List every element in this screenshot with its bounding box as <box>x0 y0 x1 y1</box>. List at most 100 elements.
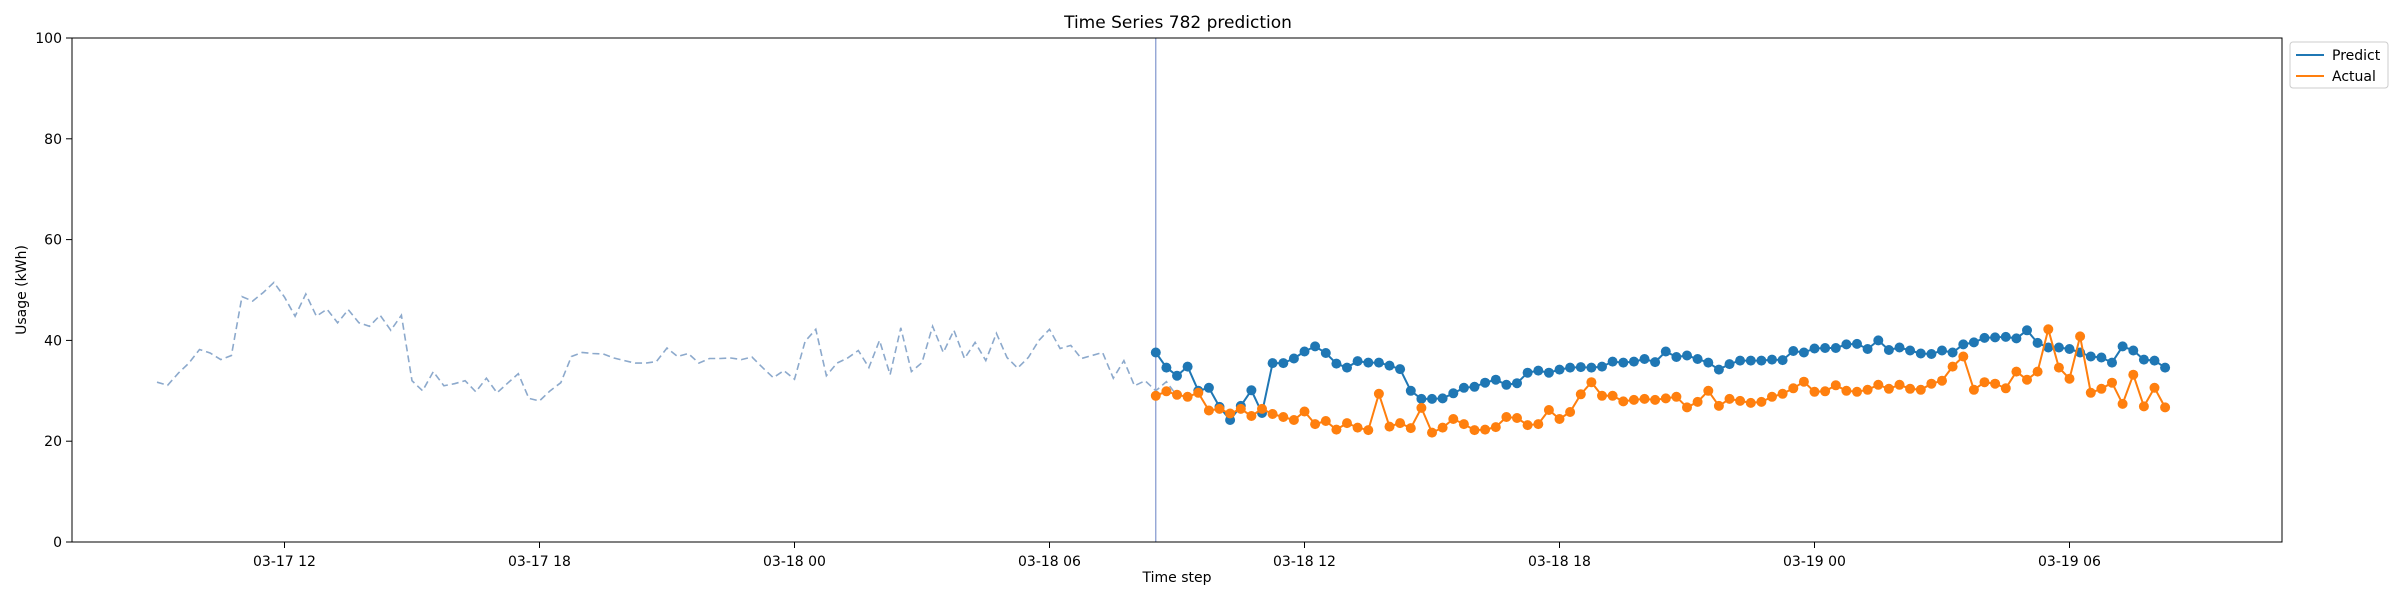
actual-point <box>1713 400 1724 411</box>
predict-point <box>1427 393 1437 404</box>
actual-point <box>1937 375 1947 386</box>
predict-point <box>1937 345 1947 356</box>
predict-point <box>1458 382 1469 393</box>
predict-point <box>1490 374 1501 385</box>
actual-point <box>1427 427 1437 438</box>
actual-point <box>1682 402 1692 413</box>
actual-point <box>1607 390 1618 401</box>
predict-point <box>1798 347 1809 358</box>
predict-point <box>1809 343 1820 354</box>
actual-point <box>2138 401 2149 412</box>
actual-point <box>1501 412 1512 422</box>
actual-point <box>1947 361 1958 372</box>
legend-predict-label: Predict <box>2332 48 2381 64</box>
actual-point <box>1395 418 1406 429</box>
predict-point <box>2149 355 2160 366</box>
predict-point <box>1395 364 1406 375</box>
actual-point <box>1342 418 1352 429</box>
actual-point <box>1288 415 1299 425</box>
series-layer <box>156 38 2171 542</box>
predict-point <box>1735 355 1746 366</box>
predict-point <box>1331 358 1342 369</box>
x-tick-label: 03-18 00 <box>763 554 826 570</box>
actual-point <box>1490 422 1501 433</box>
y-tick-label: 40 <box>44 333 62 349</box>
predict-point <box>1416 393 1427 404</box>
actual-point <box>1522 420 1533 431</box>
predict-point <box>1990 332 2001 343</box>
predict-point <box>2085 351 2096 362</box>
actual-point <box>1278 412 1289 422</box>
predict-point <box>2022 325 2032 336</box>
predict-point <box>2096 352 2107 363</box>
predict-point <box>2128 345 2139 356</box>
history-series-line <box>156 281 1178 402</box>
actual-point <box>1905 383 1916 394</box>
predict-point <box>1767 354 1777 365</box>
predict-point <box>2053 342 2064 353</box>
actual-point <box>2032 366 2043 377</box>
actual-point <box>1203 405 1214 416</box>
predict-point <box>1883 345 1894 355</box>
predict-point <box>1968 337 1979 348</box>
actual-point <box>1703 385 1714 396</box>
x-axis: 03-17 12 03-17 18 03-18 00 03-18 06 03-18 12… <box>253 542 2101 570</box>
predict-point <box>2117 341 2128 352</box>
y-tick-label: 60 <box>44 233 62 249</box>
y-tick-label: 80 <box>44 132 62 148</box>
x-tick-label: 03-18 12 <box>1273 554 1336 570</box>
predict-point <box>1172 370 1182 381</box>
predict-point <box>2000 331 2011 342</box>
predict-point <box>1246 385 1257 396</box>
predict-point <box>1979 332 1990 343</box>
predict-point <box>2064 344 2075 354</box>
y-axis: 0 20 40 60 80 100 <box>35 31 72 551</box>
predict-point <box>1671 352 1682 362</box>
actual-point <box>1660 393 1671 404</box>
predict-point <box>1862 344 1873 354</box>
predict-point <box>2011 333 2022 344</box>
predict-point <box>1299 346 1310 357</box>
actual-point <box>1841 385 1852 396</box>
actual-point <box>1331 424 1342 435</box>
predict-point <box>1926 349 1937 359</box>
actual-point <box>1533 419 1544 430</box>
actual-point <box>1597 390 1607 401</box>
actual-point <box>2011 366 2022 377</box>
actual-point <box>1586 377 1597 388</box>
actual-point <box>1257 403 1267 414</box>
actual-point <box>2000 383 2011 394</box>
actual-point <box>1628 394 1639 405</box>
predict-point <box>1182 361 1193 372</box>
actual-point <box>2022 374 2032 385</box>
actual-point <box>1968 384 1979 395</box>
predict-point <box>1724 359 1735 370</box>
predict-point <box>2043 342 2054 353</box>
actual-point <box>1214 403 1225 414</box>
actual-point <box>2107 377 2117 388</box>
actual-point <box>1958 351 1969 362</box>
actual-point <box>1565 407 1576 417</box>
actual-point <box>1512 413 1522 423</box>
predict-point <box>1405 385 1416 396</box>
predict-point <box>1575 362 1586 373</box>
actual-point <box>2053 362 2064 373</box>
actual-point <box>1756 396 1767 407</box>
actual-point <box>1618 396 1629 407</box>
actual-point <box>1639 393 1650 404</box>
actual-point <box>1777 388 1788 399</box>
predict-point <box>1841 339 1852 350</box>
actual-point <box>1650 394 1661 405</box>
legend-actual-label: Actual <box>2332 69 2376 85</box>
actual-point <box>2096 383 2107 394</box>
actual-point <box>1182 391 1193 402</box>
predict-point <box>1288 353 1299 364</box>
predict-point <box>1830 343 1841 353</box>
predict-point <box>1788 346 1799 356</box>
predict-point <box>1745 355 1756 366</box>
predict-point <box>1437 393 1448 404</box>
actual-point <box>1852 386 1862 397</box>
predict-point <box>1384 360 1395 371</box>
predict-point <box>1639 354 1650 364</box>
actual-point <box>1830 380 1841 391</box>
